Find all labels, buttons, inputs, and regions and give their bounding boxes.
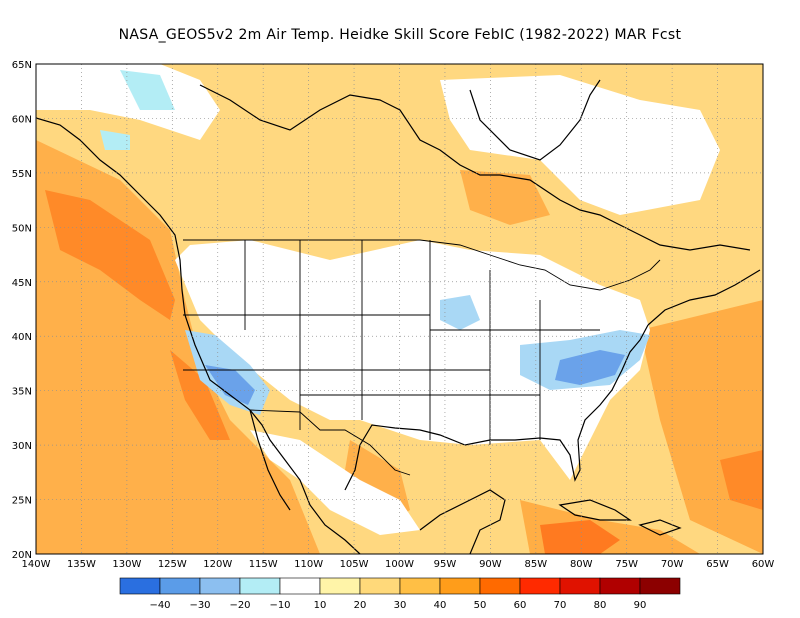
longitude-label: 135W (67, 559, 96, 570)
colorbar-swatch (239, 577, 281, 595)
colorbar-swatch (439, 577, 481, 595)
longitude-label: 120W (203, 559, 232, 570)
state-grid-horizontal (183, 314, 600, 396)
latitude-label: 20N (12, 550, 32, 561)
west-strong-negative-skill (205, 365, 255, 405)
longitude-label: 130W (112, 559, 141, 570)
latitude-label: 35N (12, 387, 32, 398)
colorbar-swatch (559, 577, 601, 595)
land-white (175, 240, 650, 480)
longitude-label: 90W (479, 559, 502, 570)
alaska-white (36, 64, 220, 140)
pacific-coastline (36, 117, 361, 554)
longitude-label: 70W (661, 559, 684, 570)
colorbar-swatch (599, 577, 641, 595)
longitude-label: 60W (752, 559, 775, 570)
latitude-label: 40N (12, 332, 32, 343)
latitude-label: 55N (12, 169, 32, 180)
colorbar-labels: −40 −30 −20 −10 10 20 30 40 50 60 70 80 90 (149, 600, 646, 611)
colorbar-swatch (319, 577, 361, 595)
colorbar (119, 577, 681, 595)
colorbar-tick-label: 60 (514, 600, 527, 611)
colorbar-tick-label: 40 (434, 600, 447, 611)
colorbar-swatch (199, 577, 241, 595)
longitude-label: 105W (340, 559, 369, 570)
colorbar-tick-label: 10 (314, 600, 327, 611)
colorbar-tick-label: 90 (634, 600, 647, 611)
colorbar-swatch (119, 577, 161, 595)
longitude-label: 75W (615, 559, 638, 570)
greenland-canada-white (440, 75, 720, 215)
latitude-label: 45N (12, 278, 32, 289)
political-borders (183, 239, 661, 476)
colorbar-tick-label: 30 (394, 600, 407, 611)
midwest-negative-skill (440, 295, 480, 330)
colorbar-tick-label: −40 (149, 600, 170, 611)
latitude-label: 50N (12, 223, 32, 234)
mexico-white (250, 430, 420, 535)
latitude-label: 60N (12, 114, 32, 125)
colorbar-swatch (399, 577, 441, 595)
colorbar-tick-label: 80 (594, 600, 607, 611)
pacific-very-high-skill (45, 190, 175, 320)
colorbar-tick-label: 50 (474, 600, 487, 611)
longitude-label: 115W (249, 559, 278, 570)
map-frame (35, 63, 764, 555)
canada-west-negative-skill (100, 130, 130, 150)
colorbar-tick-label: 70 (554, 600, 567, 611)
colorbar-tick-label: −20 (229, 600, 250, 611)
colorbar-swatch (519, 577, 561, 595)
east-strong-negative-skill (555, 350, 625, 385)
canada-coastline (199, 84, 751, 251)
colorbar-swatch (639, 577, 681, 595)
us-canada-border (183, 239, 661, 291)
map-panel (36, 64, 763, 554)
colorbar-swatch (479, 577, 521, 595)
longitude-label: 95W (434, 559, 457, 570)
canada-east-high-skill (460, 170, 550, 225)
latitude-label: 25N (12, 496, 32, 507)
colorbar-tick-label: −10 (269, 600, 290, 611)
cuba-coastline (558, 499, 632, 521)
gulf-coastline (344, 324, 649, 491)
graticule (36, 64, 763, 554)
longitude-label: 110W (294, 559, 323, 570)
longitude-label: 65W (706, 559, 729, 570)
coastlines (36, 79, 761, 554)
colorbar-swatch (359, 577, 401, 595)
longitude-labels: 140W 135W 130W 125W 120W 115W 110W 105W 100W 95W 9… (22, 559, 775, 570)
latitude-labels: 65N 60N 55N 50N 45N 40N 35N 30N 25N 20N (12, 60, 32, 561)
colorbar-swatch (279, 577, 321, 595)
colorbar-swatch (159, 577, 201, 595)
caribbean-very-high-skill (540, 520, 620, 554)
colorbar-tick-label: 20 (354, 600, 367, 611)
latitude-label: 30N (12, 441, 32, 452)
atlantic-very-high-skill (720, 450, 763, 510)
hudson-bay-coastline (469, 79, 601, 161)
longitude-label: 80W (570, 559, 593, 570)
longitude-label: 140W (22, 559, 51, 570)
hispaniola-coastline (638, 519, 682, 536)
pacific-very-high-skill-2 (170, 350, 230, 440)
longitude-label: 85W (525, 559, 548, 570)
map-title: NASA_GEOS5v2 2m Air Temp. Heidke Skill S… (118, 27, 682, 43)
baja-coastline (249, 409, 291, 511)
colorbar-tick-label: −30 (189, 600, 210, 611)
longitude-label: 125W (158, 559, 187, 570)
alaska-negative-skill (120, 70, 175, 110)
longitude-label: 100W (385, 559, 414, 570)
atlantic-coastline (647, 269, 761, 326)
latitude-label: 65N (12, 60, 32, 71)
state-grid-vertical (244, 240, 541, 445)
